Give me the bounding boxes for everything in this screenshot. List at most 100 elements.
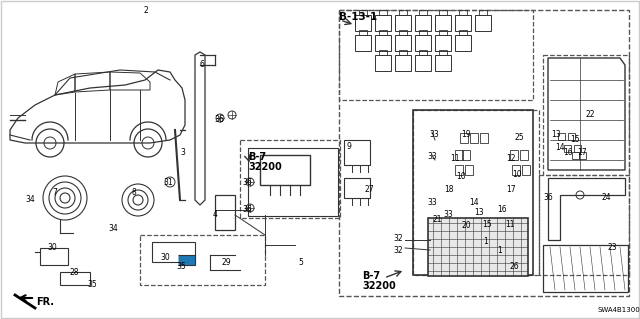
Bar — [574, 145, 581, 152]
Bar — [399, 50, 407, 55]
Text: B-7: B-7 — [248, 152, 266, 162]
Text: 36: 36 — [214, 115, 224, 124]
Bar — [539, 175, 629, 275]
Bar — [459, 30, 467, 35]
Text: 33: 33 — [427, 152, 437, 161]
Text: 32200: 32200 — [248, 162, 282, 172]
Bar — [568, 133, 575, 140]
Text: 2: 2 — [143, 6, 148, 15]
Text: 22: 22 — [585, 110, 595, 119]
Bar — [415, 55, 431, 71]
Text: 16: 16 — [497, 205, 507, 214]
Text: 25: 25 — [514, 133, 524, 142]
Text: 19: 19 — [461, 130, 471, 139]
Bar — [395, 15, 411, 31]
Bar — [439, 50, 447, 55]
Bar — [339, 10, 629, 296]
Text: 32200: 32200 — [362, 281, 396, 291]
Bar — [339, 10, 533, 100]
Text: 35: 35 — [176, 262, 186, 271]
Text: 18: 18 — [444, 185, 454, 194]
Text: 4: 4 — [212, 210, 218, 219]
Text: B-13-1: B-13-1 — [339, 12, 377, 22]
Polygon shape — [178, 255, 195, 265]
Text: 7: 7 — [52, 188, 58, 197]
Text: 36: 36 — [242, 205, 252, 214]
Bar — [413, 110, 533, 275]
Bar — [579, 152, 586, 159]
Bar — [512, 165, 520, 175]
Bar — [462, 150, 470, 160]
Bar — [460, 133, 468, 143]
Bar — [415, 35, 431, 51]
Text: 29: 29 — [221, 258, 231, 267]
Bar — [435, 15, 451, 31]
Bar — [522, 165, 530, 175]
Bar — [465, 165, 473, 175]
Text: 17: 17 — [577, 148, 587, 157]
Text: 15: 15 — [570, 135, 580, 144]
Bar — [475, 15, 491, 31]
Bar — [395, 55, 411, 71]
Text: 15: 15 — [482, 220, 492, 229]
Text: 32: 32 — [393, 234, 403, 243]
Bar — [395, 35, 411, 51]
Bar — [375, 35, 391, 51]
Text: 6: 6 — [200, 60, 204, 69]
Text: 12: 12 — [506, 154, 516, 163]
Bar — [375, 15, 391, 31]
Bar — [379, 50, 387, 55]
Text: 31: 31 — [163, 178, 173, 187]
Text: 34: 34 — [108, 224, 118, 233]
Text: 20: 20 — [461, 221, 471, 230]
Text: 16: 16 — [563, 148, 573, 157]
Bar — [480, 133, 488, 143]
Text: 14: 14 — [469, 198, 479, 207]
Text: 36: 36 — [242, 178, 252, 187]
Text: 33: 33 — [443, 210, 453, 219]
Text: FR.: FR. — [36, 297, 54, 307]
Text: 13: 13 — [551, 130, 561, 139]
Text: 14: 14 — [555, 143, 565, 152]
Bar — [355, 35, 371, 51]
Text: 33: 33 — [429, 130, 439, 139]
Text: 1: 1 — [484, 237, 488, 246]
Bar — [419, 10, 427, 15]
Bar — [399, 30, 407, 35]
Text: 13: 13 — [474, 208, 484, 217]
Text: 23: 23 — [607, 243, 617, 252]
Bar — [379, 30, 387, 35]
Text: 32: 32 — [393, 246, 403, 255]
Bar — [439, 30, 447, 35]
Text: 28: 28 — [69, 268, 79, 277]
Bar — [455, 150, 463, 160]
Bar — [375, 55, 391, 71]
Bar — [459, 10, 467, 15]
Text: 30: 30 — [47, 243, 57, 252]
Text: 27: 27 — [364, 185, 374, 194]
Text: 10: 10 — [512, 170, 522, 179]
Bar — [355, 15, 371, 31]
Text: 10: 10 — [456, 172, 466, 181]
Text: 17: 17 — [506, 185, 516, 194]
Text: 33: 33 — [427, 198, 437, 207]
Text: 1: 1 — [498, 246, 502, 255]
Text: 36: 36 — [543, 193, 553, 202]
Bar — [359, 30, 367, 35]
Text: 8: 8 — [132, 188, 136, 197]
Bar — [399, 10, 407, 15]
Bar — [428, 218, 528, 276]
Text: 11: 11 — [505, 220, 515, 229]
Bar — [572, 152, 579, 159]
Bar — [379, 10, 387, 15]
Bar — [543, 55, 629, 175]
Bar — [479, 10, 487, 15]
Bar — [455, 165, 463, 175]
Text: SWA4B1300B: SWA4B1300B — [598, 307, 640, 313]
Bar — [415, 15, 431, 31]
Bar — [439, 10, 447, 15]
Bar — [520, 150, 528, 160]
Bar — [413, 110, 539, 275]
Text: 3: 3 — [180, 148, 186, 157]
Bar — [419, 50, 427, 55]
